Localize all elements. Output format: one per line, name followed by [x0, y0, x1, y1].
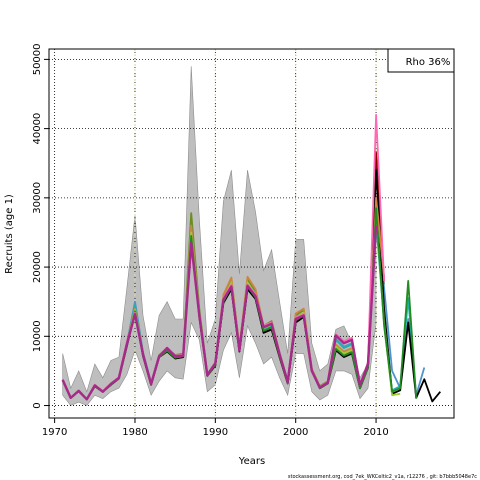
y-tick-label: 40000	[32, 113, 43, 145]
x-tick-label: 2010	[363, 427, 388, 438]
axes-layer: 1970 1980 1990 2000 2010 0 10000 20000 30000 4000…	[32, 43, 455, 438]
series-line	[61, 225, 378, 401]
legend-box: Rho 36%	[387, 48, 455, 73]
y-tick-label: 10000	[32, 320, 43, 352]
year-reference-lines	[134, 49, 377, 418]
legend-text: Rho 36%	[406, 57, 451, 68]
series-layer	[61, 113, 441, 403]
confidence-band-layer	[62, 66, 377, 406]
y-tick-label: 50000	[32, 43, 43, 75]
confidence-band	[62, 66, 377, 406]
plot-frame	[48, 48, 455, 419]
y-tick-label: 20000	[32, 251, 43, 283]
y-axis-label: Recruits (age 1)	[4, 194, 15, 274]
x-tick-label: 1990	[203, 427, 228, 438]
x-tick-label: 1970	[42, 427, 67, 438]
x-tick-label: 2000	[283, 427, 308, 438]
y-tick-label: 0	[32, 402, 43, 408]
footer-text: stockassessment.org, cod_7ek_WKCeltic2_v…	[288, 474, 477, 480]
x-tick-label: 1980	[122, 427, 147, 438]
x-axis-label: Years	[238, 456, 265, 467]
y-tick-label: 30000	[32, 182, 43, 214]
